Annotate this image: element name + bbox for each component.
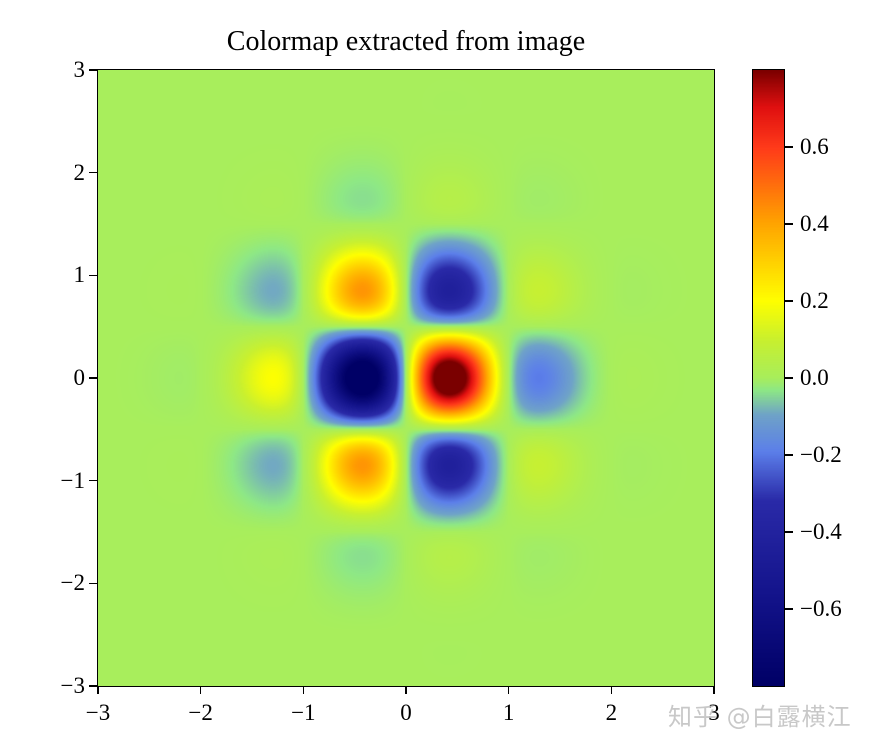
y-tick-mark <box>89 685 97 687</box>
x-tick-mark <box>302 686 305 694</box>
x-tick-mark <box>97 686 99 694</box>
y-tick-label: 2 <box>73 159 86 185</box>
plot-frame <box>97 69 715 687</box>
y-tick-mark <box>89 377 97 379</box>
colorbar-tick-label: 0.6 <box>800 134 829 159</box>
colorbar-tick-mark <box>785 608 793 610</box>
x-tick-label: 0 <box>400 700 412 725</box>
x-tick-label: −1 <box>291 700 316 725</box>
colorbar-frame <box>752 69 785 687</box>
y-tick-mark <box>89 479 97 482</box>
x-tick-label: 3 <box>708 700 720 725</box>
colorbar-tick-mark <box>785 146 793 148</box>
x-tick-mark <box>507 686 510 694</box>
colorbar-tick-label: 0.2 <box>800 288 829 313</box>
x-tick-mark <box>713 686 715 694</box>
colorbar-tick-mark <box>785 531 793 533</box>
x-tick-mark <box>405 686 407 694</box>
y-tick-mark <box>89 582 97 585</box>
y-tick-label: 3 <box>73 57 86 82</box>
y-tick-label: 0 <box>73 365 86 390</box>
colorbar-tick-label: 0.0 <box>800 365 829 390</box>
x-tick-label: −3 <box>85 700 111 725</box>
heatmap-image <box>98 70 714 686</box>
colorbar-tick-label: −0.2 <box>800 442 842 467</box>
y-tick-label: −2 <box>60 570 85 596</box>
y-tick-mark <box>89 69 97 71</box>
y-tick-label: −1 <box>60 467 85 493</box>
colorbar-tick-mark <box>785 377 793 379</box>
colorbar-tick-label: −0.4 <box>800 519 842 544</box>
x-tick-mark <box>610 686 613 694</box>
y-tick-label: −3 <box>60 673 85 698</box>
colorbar <box>753 70 784 686</box>
colorbar-tick-label: 0.4 <box>800 211 829 236</box>
x-tick-label: −2 <box>188 700 213 725</box>
colorbar-tick-mark <box>785 300 793 302</box>
colorbar-tick-label: −0.6 <box>800 596 842 621</box>
chart-title: Colormap extracted from image <box>226 26 586 57</box>
colorbar-tick-mark <box>785 223 793 225</box>
colorbar-tick-mark <box>785 454 793 456</box>
watermark: 知乎 @白露横江 <box>668 703 852 731</box>
x-tick-mark <box>199 686 202 694</box>
y-tick-mark <box>89 274 97 277</box>
y-tick-label: 1 <box>73 262 86 288</box>
y-tick-mark <box>89 171 97 174</box>
x-tick-label: 1 <box>502 700 515 725</box>
x-tick-label: 2 <box>605 700 618 725</box>
